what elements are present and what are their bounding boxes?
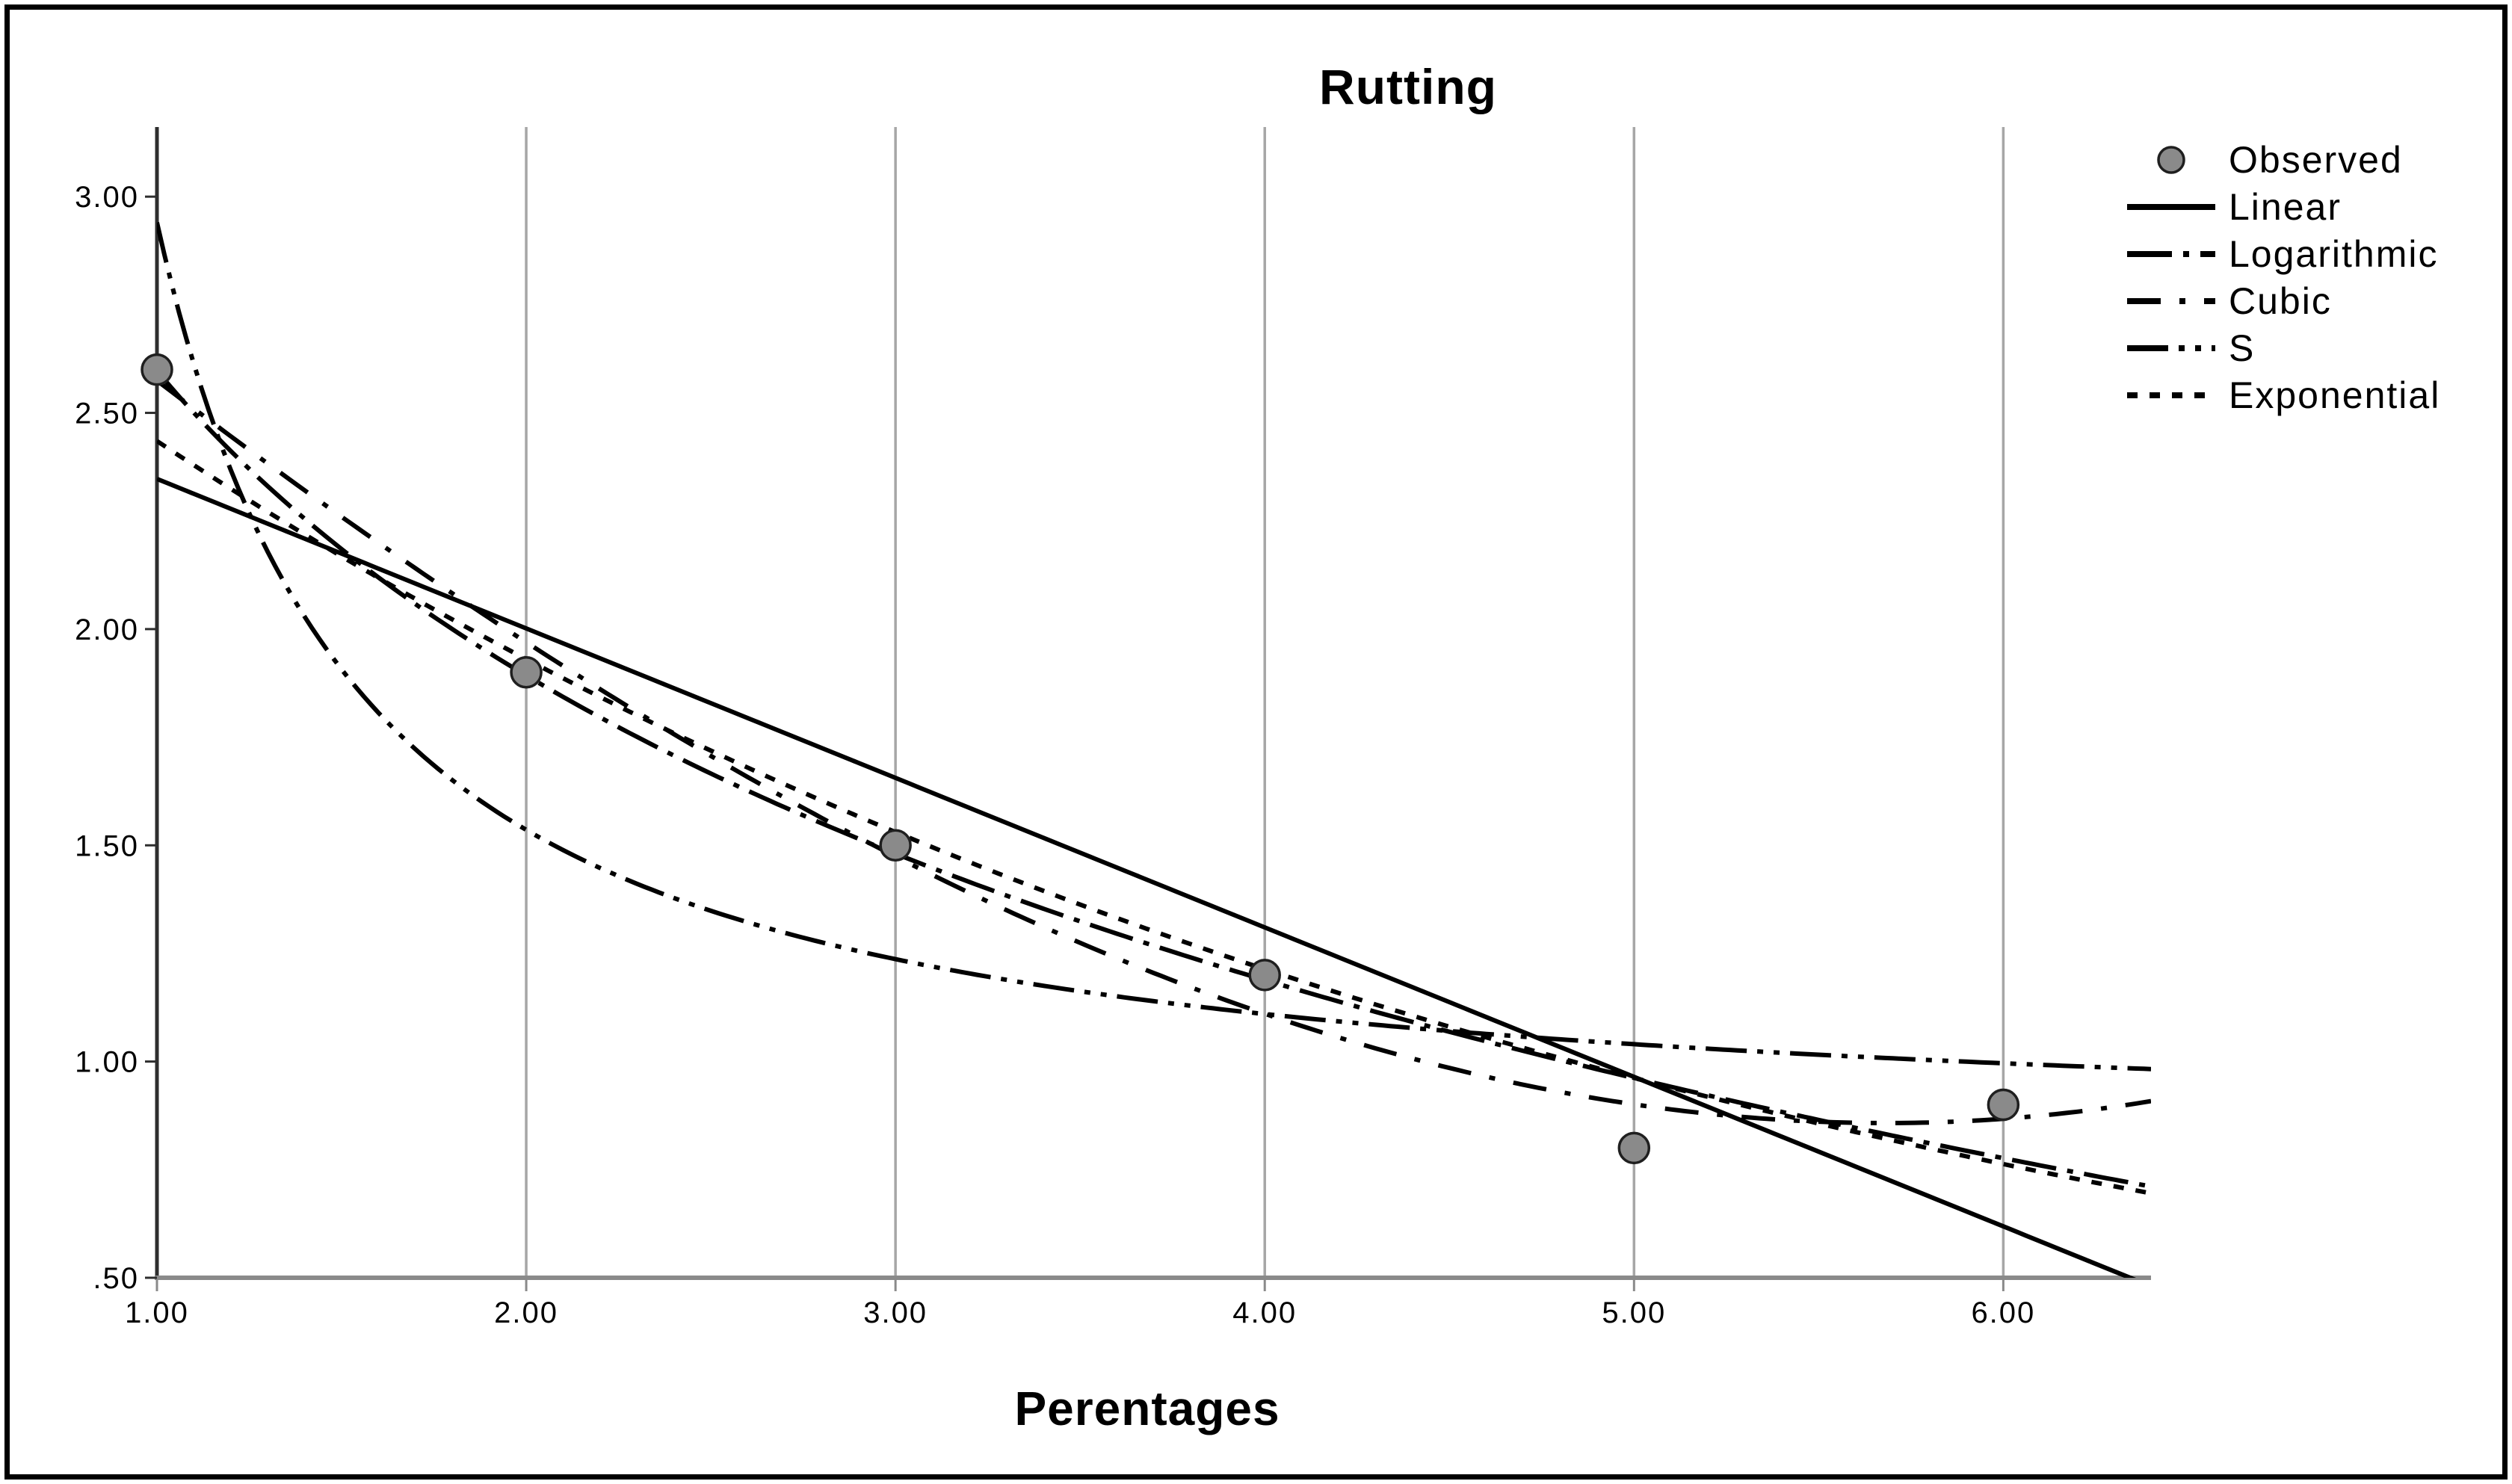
legend-label-cubic: Cubic — [2229, 279, 2332, 322]
legend-label-observed: Observed — [2229, 138, 2403, 181]
observed-point — [1987, 1088, 2020, 1122]
x-tick-label: 1.00 — [125, 1296, 189, 1329]
y-tick-label: 2.50 — [75, 398, 139, 430]
observed-point — [1248, 959, 1281, 992]
curve-linear — [157, 477, 2137, 1278]
x-tick-label: 2.00 — [494, 1296, 558, 1329]
y-tick-label: 3.00 — [75, 181, 139, 214]
curve-cubic — [157, 379, 2151, 1126]
legend-label-linear: Linear — [2229, 185, 2342, 228]
curve-logarithmic — [157, 369, 2151, 1189]
legend: Observed Linear Logarithmic Cubic S — [2127, 136, 2440, 418]
legend-item-observed: Observed — [2127, 136, 2440, 183]
y-tick-label: 1.00 — [75, 1046, 139, 1079]
legend-label-exponential: Exponential — [2229, 374, 2441, 416]
x-tick-label: 5.00 — [1602, 1296, 1666, 1329]
legend-item-linear: Linear — [2127, 183, 2440, 230]
y-tick-label: 2.00 — [75, 613, 139, 646]
linear-line-icon — [2127, 203, 2215, 210]
chart-title: Rutting — [1319, 59, 1497, 114]
observed-point — [510, 656, 543, 689]
legend-item-s: S — [2127, 324, 2440, 371]
x-tick-label: 4.00 — [1232, 1296, 1297, 1329]
legend-observed-circle — [2157, 145, 2185, 174]
cubic-line-icon — [2127, 297, 2215, 304]
observed-point — [1617, 1131, 1651, 1165]
curve-s — [157, 222, 2151, 1072]
curve-exponential — [157, 439, 2151, 1196]
legend-label-logarithmic: Logarithmic — [2229, 232, 2439, 275]
x-axis-title: Perentages — [1014, 1382, 1280, 1435]
legend-item-logarithmic: Logarithmic — [2127, 230, 2440, 277]
legend-label-s: S — [2229, 327, 2256, 369]
y-tick-label: .50 — [93, 1262, 139, 1295]
legend-item-exponential: Exponential — [2127, 371, 2440, 418]
legend-item-cubic: Cubic — [2127, 277, 2440, 324]
s-line-icon — [2127, 344, 2215, 351]
observed-marker-icon — [2157, 145, 2185, 174]
x-tick-label: 6.00 — [1971, 1296, 2035, 1329]
observed-point — [879, 829, 912, 862]
logarithmic-line-icon — [2127, 250, 2215, 257]
exponential-line-icon — [2127, 392, 2215, 398]
observed-point — [141, 353, 173, 386]
y-tick-label: 1.50 — [75, 829, 139, 862]
x-tick-label: 3.00 — [863, 1296, 928, 1329]
